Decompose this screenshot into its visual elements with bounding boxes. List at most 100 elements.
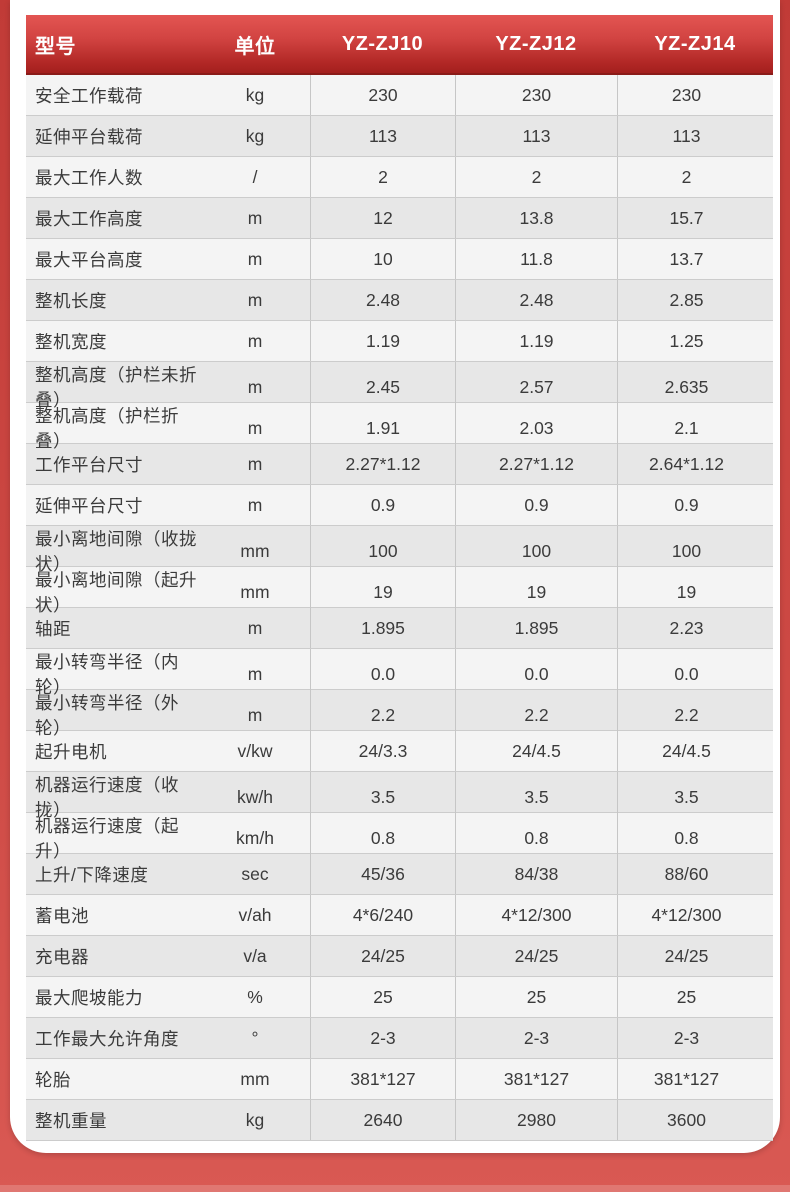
spec-value-yz-zj14: 100 [617, 526, 773, 576]
spec-value-yz-zj14: 88/60 [617, 854, 773, 894]
table-row: 最小转弯半径（内轮） m 0.0 0.0 0.0 [26, 649, 773, 699]
spec-value-yz-zj12: 0.9 [455, 485, 617, 525]
spec-value-yz-zj10: 0.0 [310, 649, 455, 699]
table-row: 整机重量 kg 2640 2980 3600 [26, 1100, 773, 1141]
spec-label: 延伸平台载荷 [35, 126, 143, 147]
spec-value-yz-zj10: 2.45 [310, 362, 455, 412]
spec-value-yz-zj14: 381*127 [617, 1059, 773, 1099]
spec-unit: m [247, 330, 263, 351]
spec-value-yz-zj12: 3.5 [455, 772, 617, 822]
table-row: 延伸平台载荷 kg 113 113 113 [26, 116, 773, 157]
spec-unit: m [247, 663, 263, 684]
table-row: 最小离地间隙（收拢状） mm 100 100 100 [26, 526, 773, 576]
spec-card: 型号 单位 YZ-ZJ10 YZ-ZJ12 YZ-ZJ14 安全工作载荷 kg … [10, 0, 780, 1153]
spec-value-yz-zj10: 3.5 [310, 772, 455, 822]
spec-value-yz-zj12: 2-3 [455, 1018, 617, 1058]
spec-unit: sec [241, 863, 269, 884]
spec-value-yz-zj10: 2-3 [310, 1018, 455, 1058]
table-row: 整机长度 m 2.48 2.48 2.85 [26, 280, 773, 321]
table-row: 机器运行速度（起升） km/h 0.8 0.8 0.8 [26, 813, 773, 863]
spec-value-yz-zj14: 3600 [617, 1100, 773, 1140]
spec-unit: km/h [236, 827, 274, 848]
spec-label: 轮胎 [35, 1069, 71, 1090]
spec-value-yz-zj12: 24/4.5 [455, 731, 617, 771]
spec-label: 安全工作载荷 [35, 85, 143, 106]
spec-unit: mm [240, 540, 270, 561]
spec-value-yz-zj14: 3.5 [617, 772, 773, 822]
spec-value-yz-zj10: 113 [310, 116, 455, 156]
spec-value-yz-zj12: 230 [455, 75, 617, 115]
spec-label: 整机高度（护栏折叠） [35, 406, 179, 451]
spec-value-yz-zj14: 2.85 [617, 280, 773, 320]
table-row: 整机高度（护栏未折叠） m 2.45 2.57 2.635 [26, 362, 773, 412]
spec-unit: m [247, 417, 263, 438]
spec-value-yz-zj12: 19 [455, 567, 617, 617]
spec-value-yz-zj12: 100 [455, 526, 617, 576]
spec-unit: m [247, 704, 263, 725]
table-row: 工作平台尺寸 m 2.27*1.12 2.27*1.12 2.64*1.12 [26, 444, 773, 485]
spec-value-yz-zj14: 2-3 [617, 1018, 773, 1058]
spec-value-yz-zj12: 381*127 [455, 1059, 617, 1099]
spec-unit: m [247, 376, 263, 397]
spec-value-yz-zj14: 2.64*1.12 [617, 444, 773, 484]
spec-label: 延伸平台尺寸 [35, 495, 143, 516]
spec-value-yz-zj14: 2.2 [617, 690, 773, 740]
spec-unit: v/ah [238, 904, 272, 925]
table-row: 最大工作高度 m 12 13.8 15.7 [26, 198, 773, 239]
spec-value-yz-zj14: 24/4.5 [617, 731, 773, 771]
table-row: 延伸平台尺寸 m 0.9 0.9 0.9 [26, 485, 773, 526]
header-model-column: 型号 [35, 35, 76, 58]
spec-label: 整机宽度 [35, 331, 107, 352]
spec-value-yz-zj10: 0.9 [310, 485, 455, 525]
spec-value-yz-zj12: 113 [455, 116, 617, 156]
table-row: 轴距 m 1.895 1.895 2.23 [26, 608, 773, 649]
spec-value-yz-zj10: 10 [310, 239, 455, 279]
spec-label: 机器运行速度（收拢） [35, 775, 179, 820]
table-row: 机器运行速度（收拢） kw/h 3.5 3.5 3.5 [26, 772, 773, 822]
spec-label: 最大爬坡能力 [35, 987, 143, 1008]
spec-value-yz-zj12: 84/38 [455, 854, 617, 894]
spec-value-yz-zj14: 0.0 [617, 649, 773, 699]
table-row: 最大平台高度 m 10 11.8 13.7 [26, 239, 773, 280]
spec-value-yz-zj12: 24/25 [455, 936, 617, 976]
spec-value-yz-zj12: 0.8 [455, 813, 617, 863]
spec-value-yz-zj12: 1.895 [455, 608, 617, 648]
spec-unit: m [247, 207, 263, 228]
header-unit-column: 单位 [234, 35, 276, 58]
spec-unit: m [247, 453, 263, 474]
spec-value-yz-zj12: 11.8 [455, 239, 617, 279]
spec-value-yz-zj14: 1.25 [617, 321, 773, 361]
spec-value-yz-zj12: 25 [455, 977, 617, 1017]
spec-label: 最大工作人数 [35, 167, 143, 188]
spec-unit: mm [240, 1068, 270, 1089]
spec-value-yz-zj10: 0.8 [310, 813, 455, 863]
header-model-yz-zj10: YZ-ZJ10 [341, 32, 424, 55]
table-row: 安全工作载荷 kg 230 230 230 [26, 75, 773, 116]
spec-unit: m [247, 617, 263, 638]
table-row: 最大爬坡能力 % 25 25 25 [26, 977, 773, 1018]
spec-unit: % [247, 986, 263, 1007]
spec-value-yz-zj10: 24/3.3 [310, 731, 455, 771]
spec-unit: mm [240, 581, 270, 602]
spec-unit: v/a [243, 945, 267, 966]
spec-value-yz-zj12: 2.03 [455, 403, 617, 453]
spec-value-yz-zj10: 19 [310, 567, 455, 617]
spec-unit: kg [245, 1109, 265, 1130]
spec-value-yz-zj14: 4*12/300 [617, 895, 773, 935]
spec-unit: m [247, 289, 263, 310]
spec-value-yz-zj14: 230 [617, 75, 773, 115]
spec-value-yz-zj10: 4*6/240 [310, 895, 455, 935]
spec-table: 型号 单位 YZ-ZJ10 YZ-ZJ12 YZ-ZJ14 安全工作载荷 kg … [26, 15, 773, 1141]
spec-value-yz-zj10: 381*127 [310, 1059, 455, 1099]
spec-value-yz-zj10: 25 [310, 977, 455, 1017]
spec-value-yz-zj14: 2.23 [617, 608, 773, 648]
spec-value-yz-zj14: 113 [617, 116, 773, 156]
table-header-row: 型号 单位 YZ-ZJ10 YZ-ZJ12 YZ-ZJ14 [26, 15, 773, 75]
header-model-yz-zj14: YZ-ZJ14 [654, 32, 736, 55]
table-row: 最小转弯半径（外轮） m 2.2 2.2 2.2 [26, 690, 773, 740]
spec-value-yz-zj10: 2.2 [310, 690, 455, 740]
spec-value-yz-zj10: 2640 [310, 1100, 455, 1140]
spec-label: 起升电机 [35, 741, 107, 762]
spec-value-yz-zj12: 2.27*1.12 [455, 444, 617, 484]
spec-value-yz-zj10: 2.48 [310, 280, 455, 320]
